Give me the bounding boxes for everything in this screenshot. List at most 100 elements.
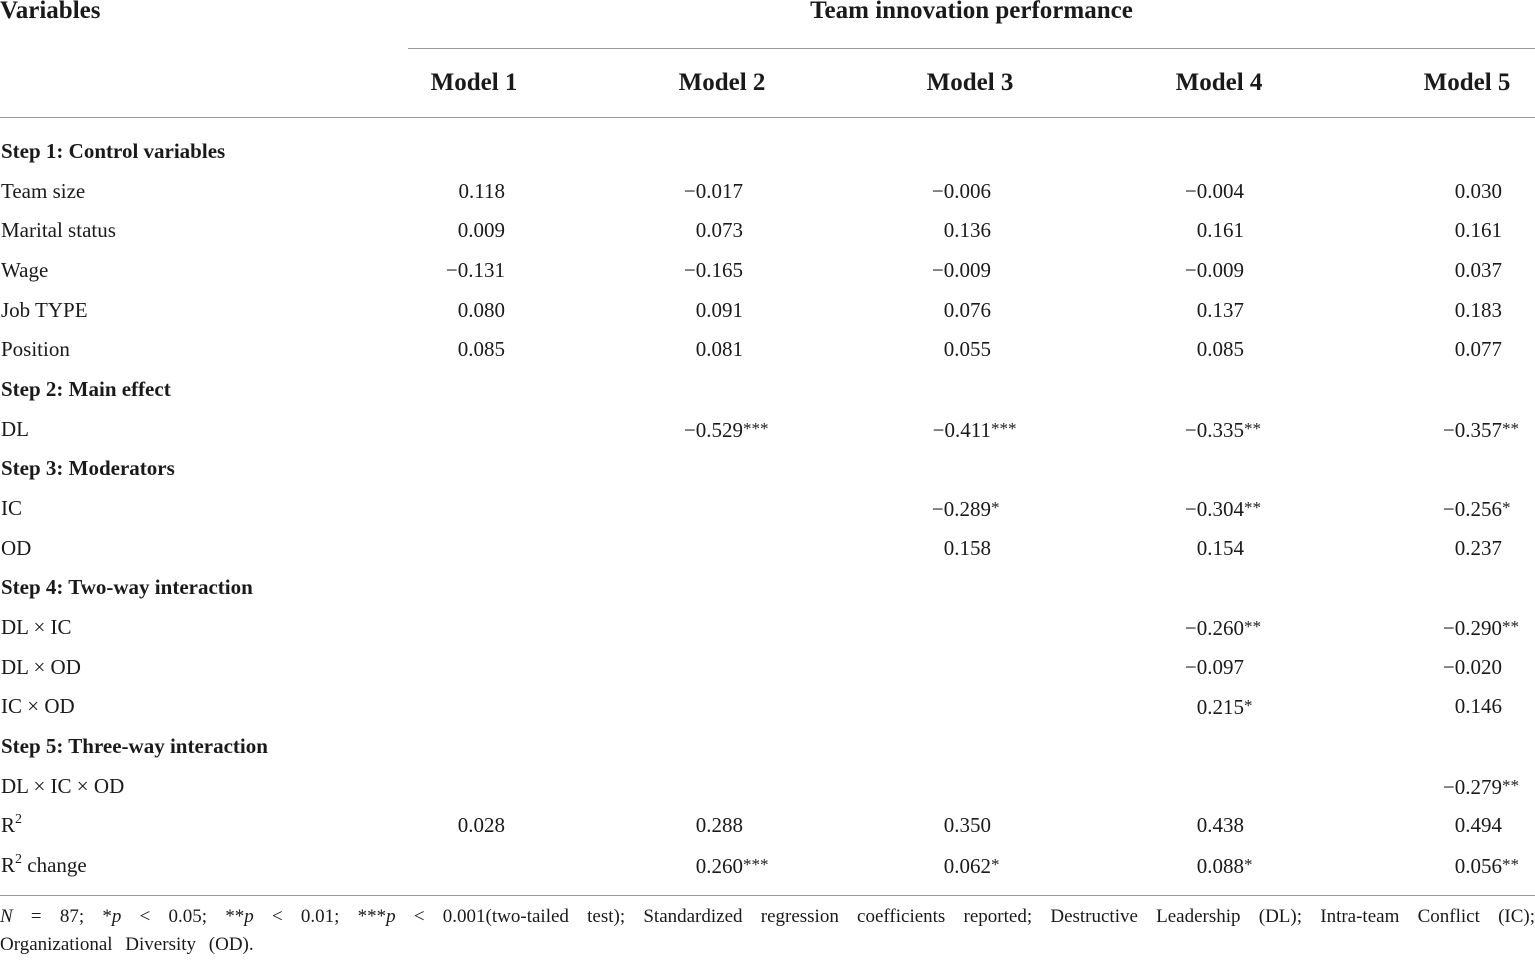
table-cell-model-5: 0.030 bbox=[1454, 178, 1502, 203]
footnote-p-symbol: p bbox=[386, 906, 396, 927]
table-cell-model-1: 0.080 bbox=[457, 297, 505, 322]
section-label: Step 1: Control variables bbox=[1, 134, 225, 168]
table-cell-model-3: 0.158 bbox=[943, 535, 991, 560]
section-header-row: Step 2: Main effect bbox=[0, 372, 1535, 406]
table-row: OD 0.158 0.154 0.237 bbox=[0, 531, 1535, 565]
table-row: DL −0.529*** −0.411*** −0.335** −0.357** bbox=[0, 412, 1535, 446]
table-cell-model-1: 0.028 bbox=[457, 813, 505, 838]
table-cell-model-5: −0.020 bbox=[1442, 654, 1502, 679]
table-cell-model-4: 0.088* bbox=[1196, 854, 1253, 879]
footer-rule bbox=[0, 895, 1535, 896]
table-cell-model-3: 0.136 bbox=[943, 218, 991, 243]
table-cell-model-4: −0.097 bbox=[1184, 654, 1244, 679]
column-header-model-4: Model 4 bbox=[1175, 69, 1263, 96]
row-label-text: OD bbox=[1, 535, 32, 560]
section-header-row: Step 4: Two-way interaction bbox=[0, 570, 1535, 604]
section-label: Step 5: Three-way interaction bbox=[1, 729, 268, 763]
table-cell-model-4: 0.161 bbox=[1196, 218, 1244, 243]
table-cell-model-5: 0.494 bbox=[1454, 813, 1502, 838]
table-cell-model-3: −0.006 bbox=[931, 178, 991, 203]
table-cell-model-4: 0.085 bbox=[1196, 337, 1244, 362]
table-cell-model-3: 0.076 bbox=[943, 297, 991, 322]
footnote-threshold-2: < 0.01; *** bbox=[253, 906, 387, 927]
table-cell-model-4: −0.009 bbox=[1184, 258, 1244, 282]
table-cell-model-5: −0.290** bbox=[1442, 616, 1519, 640]
row-label-text: Step 5: Three-way interaction bbox=[1, 734, 268, 759]
row-label: Job TYPE bbox=[1, 293, 88, 327]
row-label-text: IC bbox=[1, 496, 22, 520]
row-label-text: DL × IC × OD bbox=[1, 773, 125, 798]
table-cell-model-2: −0.165 bbox=[683, 258, 743, 282]
table-row: Position 0.085 0.081 0.055 0.085 0.077 bbox=[0, 332, 1535, 366]
table-row: Wage −0.131 −0.165 −0.009 −0.009 0.037 bbox=[0, 253, 1535, 287]
table-cell-model-5: 0.161 bbox=[1454, 218, 1502, 243]
table-cell-model-1: −0.131 bbox=[445, 258, 505, 282]
row-label-text: Step 4: Two-way interaction bbox=[1, 575, 253, 600]
column-header-model-3: Model 3 bbox=[926, 69, 1014, 96]
table-cell-model-1: 0.118 bbox=[458, 178, 505, 203]
table-cell-model-4: 0.154 bbox=[1196, 535, 1244, 560]
table-cell-model-4: −0.004 bbox=[1184, 178, 1244, 203]
row-label-superscript: 2 bbox=[15, 852, 23, 868]
table-row: DL × IC × OD −0.279** bbox=[0, 769, 1535, 803]
table-cell-model-3: 0.062* bbox=[943, 854, 1000, 879]
footnote-n-text: = 87; * bbox=[12, 906, 112, 927]
table-cell-model-4: −0.260** bbox=[1184, 616, 1261, 640]
section-label: Step 4: Two-way interaction bbox=[1, 570, 253, 604]
row-label-text: Position bbox=[1, 337, 70, 362]
table-cell-model-5: −0.357** bbox=[1442, 417, 1519, 442]
footnote-p-symbol: p bbox=[111, 906, 122, 927]
row-label-text: Team size bbox=[1, 178, 86, 203]
table-row: DL × IC −0.260** −0.290** bbox=[0, 610, 1535, 644]
column-header-team-innovation-performance: Team innovation performance bbox=[810, 0, 1133, 24]
row-label: Position bbox=[1, 332, 70, 366]
table-cell-model-5: 0.237 bbox=[1454, 535, 1502, 560]
table-row: DL × OD −0.097 −0.020 bbox=[0, 650, 1535, 684]
column-header-model-2: Model 2 bbox=[678, 69, 766, 96]
table-cell-model-4: 0.137 bbox=[1196, 297, 1244, 322]
table-cell-model-2: 0.091 bbox=[695, 297, 743, 322]
table-row: Team size 0.118 −0.017 −0.006 −0.004 0.030 bbox=[0, 174, 1535, 208]
table-cell-model-1: 0.085 bbox=[457, 337, 505, 362]
table-cell-model-3: −0.289* bbox=[931, 497, 1000, 521]
table-row: R2 change 0.260*** 0.062* 0.088* 0.056** bbox=[0, 848, 1535, 882]
table-row: IC −0.289* −0.304** −0.256* bbox=[0, 491, 1535, 525]
table-cell-model-2: 0.260*** bbox=[695, 854, 769, 879]
column-header-model-5: Model 5 bbox=[1423, 69, 1511, 96]
table-cell-model-2: −0.529*** bbox=[683, 417, 769, 442]
row-label: DL × IC bbox=[1, 610, 72, 644]
row-label-text: DL bbox=[1, 416, 29, 441]
row-label: DL × OD bbox=[1, 650, 81, 684]
table-cell-model-2: −0.017 bbox=[683, 178, 743, 203]
table-cell-model-3: 0.055 bbox=[943, 337, 991, 362]
header-rule bbox=[0, 117, 1535, 118]
table-row: Job TYPE 0.080 0.091 0.076 0.137 0.183 bbox=[0, 293, 1535, 327]
footnote-p-symbol: p bbox=[244, 906, 254, 927]
table-cell-model-4: 0.215* bbox=[1196, 695, 1253, 720]
row-label-text: DL × OD bbox=[1, 654, 81, 679]
row-label-text: Step 1: Control variables bbox=[1, 139, 226, 163]
row-label: OD bbox=[1, 531, 31, 565]
row-label: DL × IC × OD bbox=[1, 769, 124, 803]
section-header-row: Step 5: Three-way interaction bbox=[0, 729, 1535, 763]
table-cell-model-3: −0.009 bbox=[931, 258, 991, 282]
row-label-text: Step 3: Moderators bbox=[1, 456, 175, 481]
table-row: Marital status 0.009 0.073 0.136 0.161 0.161 bbox=[0, 213, 1535, 247]
row-label-text: DL × IC bbox=[1, 615, 72, 639]
table-row: R2 0.028 0.288 0.350 0.438 0.494 bbox=[0, 808, 1535, 842]
row-label: IC × OD bbox=[1, 689, 75, 723]
table-footnote: N = 87; *p < 0.05; **p < 0.01; ***p < 0.… bbox=[0, 903, 1535, 959]
row-label: Wage bbox=[1, 253, 48, 287]
table-cell-model-2: 0.073 bbox=[695, 218, 743, 243]
table-cell-model-4: 0.438 bbox=[1196, 813, 1244, 838]
row-label: Marital status bbox=[1, 213, 116, 247]
table-cell-model-5: −0.279** bbox=[1442, 774, 1519, 799]
spanner-rule bbox=[408, 48, 1535, 49]
table-cell-model-5: 0.037 bbox=[1454, 258, 1502, 282]
row-label-text: Step 2: Main effect bbox=[1, 377, 171, 401]
row-label: R2 change bbox=[1, 848, 87, 882]
table-cell-model-3: 0.350 bbox=[943, 813, 991, 838]
table-cell-model-5: 0.077 bbox=[1454, 337, 1502, 362]
row-label-text: R bbox=[1, 813, 16, 838]
row-label-text: Wage bbox=[1, 258, 49, 282]
